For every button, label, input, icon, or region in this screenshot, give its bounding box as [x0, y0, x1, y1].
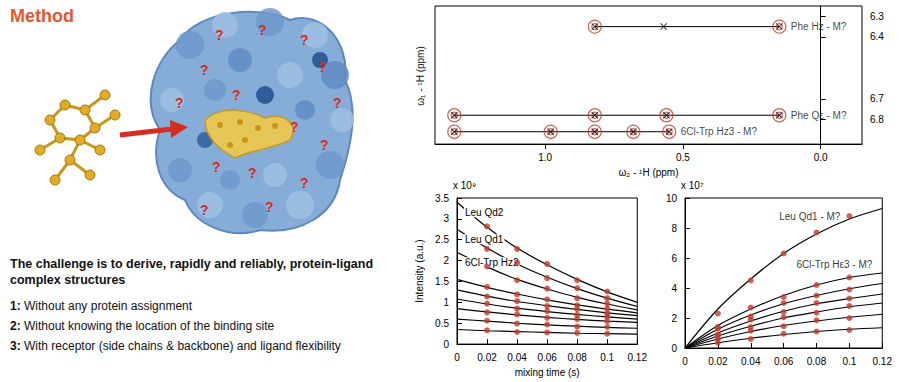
svg-text:0.12: 0.12 — [628, 352, 648, 363]
svg-text:?: ? — [232, 87, 241, 103]
html-text:The challenge is to derive, ra: The challenge is to derive, rapidly and … — [10, 257, 373, 287]
svg-text:0.5: 0.5 — [676, 152, 690, 163]
svg-text:0.08: 0.08 — [567, 352, 587, 363]
html-text:ω₁ - ¹H (ppm): ω₁ - ¹H (ppm) — [414, 46, 426, 106]
svg-text:Leu Qd1: Leu Qd1 — [465, 234, 504, 245]
svg-text:?: ? — [318, 59, 327, 75]
svg-text:0.12: 0.12 — [873, 356, 893, 367]
svg-text:0.04: 0.04 — [741, 356, 761, 367]
svg-text:?: ? — [300, 175, 309, 191]
svg-text:6: 6 — [671, 253, 677, 264]
svg-text:0.1: 0.1 — [600, 352, 614, 363]
svg-text:?: ? — [258, 22, 267, 38]
svg-text:3: 3 — [443, 213, 449, 224]
svg-text:?: ? — [290, 119, 299, 135]
svg-text:?: ? — [200, 62, 209, 78]
svg-text:?: ? — [333, 95, 342, 111]
svg-text:?: ? — [200, 202, 209, 218]
svg-text:1.5: 1.5 — [435, 276, 449, 287]
svg-text:6.8: 6.8 — [870, 114, 884, 125]
svg-text:2.5: 2.5 — [435, 234, 449, 245]
svg-text:0.02: 0.02 — [708, 356, 728, 367]
html-text:Method: Method — [10, 6, 74, 26]
svg-text:0.06: 0.06 — [774, 356, 794, 367]
svg-text:mixing time (s): mixing time (s) — [515, 367, 580, 378]
svg-text:3.5: 3.5 — [435, 193, 449, 204]
svg-text:?: ? — [215, 27, 224, 43]
svg-text:ω₂ - ¹H (ppm): ω₂ - ¹H (ppm) — [618, 167, 678, 178]
svg-text:6Cl-Trp Hz3 - M?: 6Cl-Trp Hz3 - M? — [681, 126, 758, 137]
svg-text:0.02: 0.02 — [477, 352, 497, 363]
svg-text:6Cl-Trp Hz2: 6Cl-Trp Hz2 — [465, 257, 519, 268]
svg-text:6.7: 6.7 — [870, 93, 884, 104]
html-text:2: Without knowing the locatio: 2: Without knowing the location of the b… — [10, 319, 275, 333]
svg-text:1.0: 1.0 — [538, 152, 552, 163]
svg-text:0: 0 — [671, 343, 677, 354]
svg-text:x 10⁹: x 10⁹ — [453, 180, 476, 191]
svg-text:0.0: 0.0 — [814, 152, 828, 163]
svg-text:6.4: 6.4 — [870, 31, 884, 42]
svg-text:Intensity (a.u.): Intensity (a.u.) — [414, 239, 425, 302]
svg-text:?: ? — [300, 32, 309, 48]
svg-text:6Cl-Trp Hε3 - M?: 6Cl-Trp Hε3 - M? — [797, 259, 873, 270]
svg-text:0.08: 0.08 — [807, 356, 827, 367]
svg-text:10: 10 — [666, 193, 678, 204]
svg-text:?: ? — [265, 199, 274, 215]
svg-text:0: 0 — [682, 356, 688, 367]
svg-text:x 10⁷: x 10⁷ — [681, 180, 704, 191]
html-text:3: With receptor (side chains: 3: With receptor (side chains & backbone… — [10, 339, 341, 353]
svg-text:Leu Qd2: Leu Qd2 — [465, 207, 504, 218]
html-text:1: Without any protein assignm: 1: Without any protein assignment — [10, 299, 193, 313]
svg-text:?: ? — [320, 137, 329, 153]
svg-text:1: 1 — [443, 297, 449, 308]
svg-text:0.06: 0.06 — [537, 352, 557, 363]
svg-text:0.5: 0.5 — [435, 318, 449, 329]
svg-text:0: 0 — [443, 339, 449, 350]
svg-text:0.04: 0.04 — [507, 352, 527, 363]
svg-text:8: 8 — [671, 223, 677, 234]
svg-text:?: ? — [248, 165, 257, 181]
svg-text:Phe Qε - M?: Phe Qε - M? — [791, 110, 847, 121]
svg-text:?: ? — [175, 95, 184, 111]
svg-text:Phe Hz - M?: Phe Hz - M? — [791, 21, 847, 32]
svg-text:Leu Qd1 - M?: Leu Qd1 - M? — [779, 211, 841, 222]
svg-text:0.1: 0.1 — [842, 356, 856, 367]
svg-text:?: ? — [212, 159, 221, 175]
svg-text:0: 0 — [454, 352, 460, 363]
svg-text:6.3: 6.3 — [870, 11, 884, 22]
svg-text:4: 4 — [671, 283, 677, 294]
svg-text:2: 2 — [671, 313, 677, 324]
svg-text:2: 2 — [443, 255, 449, 266]
